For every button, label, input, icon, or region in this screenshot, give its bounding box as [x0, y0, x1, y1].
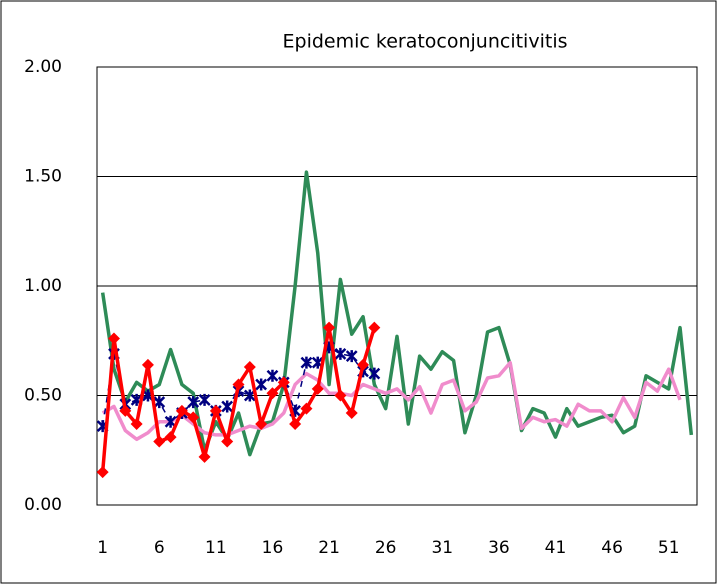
y-tick-label: 0.50: [24, 386, 62, 406]
asterisk-marker: [368, 367, 381, 380]
diamond-marker: [164, 431, 177, 444]
diamond-marker: [232, 378, 245, 391]
diamond-marker: [334, 389, 347, 402]
x-tick-label: 36: [488, 538, 510, 558]
asterisk-marker: [255, 378, 268, 391]
x-tick-label: 6: [154, 538, 165, 558]
diamond-marker: [345, 407, 358, 420]
x-tick-label: 11: [205, 538, 227, 558]
diamond-marker: [277, 376, 290, 389]
diamond-marker: [243, 361, 256, 374]
diamond-marker: [300, 402, 313, 415]
y-tick-label: 1.00: [24, 276, 62, 296]
diamond-marker: [311, 382, 324, 395]
x-tick-label: 26: [375, 538, 397, 558]
y-tick-label: 0.00: [24, 495, 62, 515]
diamond-marker: [323, 321, 336, 334]
y-tick-label: 2.00: [24, 57, 62, 77]
diamond-marker: [107, 332, 120, 345]
x-tick-label: 16: [262, 538, 284, 558]
x-tick-label: 1: [97, 538, 108, 558]
chart-title: Epidemic keratoconjuncitivitis: [283, 31, 568, 53]
diamond-marker: [266, 387, 279, 400]
asterisk-marker: [334, 347, 347, 360]
diamond-marker: [357, 358, 370, 371]
x-tick-label: 46: [601, 538, 623, 558]
diamond-marker: [153, 435, 166, 448]
diamond-marker: [221, 435, 234, 448]
asterisk-marker: [198, 393, 211, 406]
asterisk-marker: [187, 396, 200, 409]
diamond-marker: [119, 404, 132, 417]
x-tick-label: 21: [318, 538, 340, 558]
asterisk-marker: [221, 400, 234, 413]
series-line: [101, 360, 682, 442]
x-tick-label: 31: [431, 538, 453, 558]
asterisk-marker: [345, 350, 358, 363]
diamond-marker: [209, 404, 222, 417]
diamond-marker: [187, 411, 200, 424]
asterisk-marker: [300, 356, 313, 369]
y-tick-label: 1.50: [24, 167, 62, 187]
diamond-marker: [289, 417, 302, 430]
diamond-marker: [141, 358, 154, 371]
x-tick-label: 41: [545, 538, 567, 558]
diamond-marker: [130, 417, 143, 430]
diamond-marker: [96, 466, 109, 479]
asterisk-marker: [266, 369, 279, 382]
diamond-marker: [255, 417, 268, 430]
asterisk-marker: [153, 396, 166, 409]
diamond-marker: [368, 321, 381, 334]
diamond-marker: [198, 450, 211, 463]
x-tick-label: 51: [658, 538, 680, 558]
diamond-marker: [175, 404, 188, 417]
